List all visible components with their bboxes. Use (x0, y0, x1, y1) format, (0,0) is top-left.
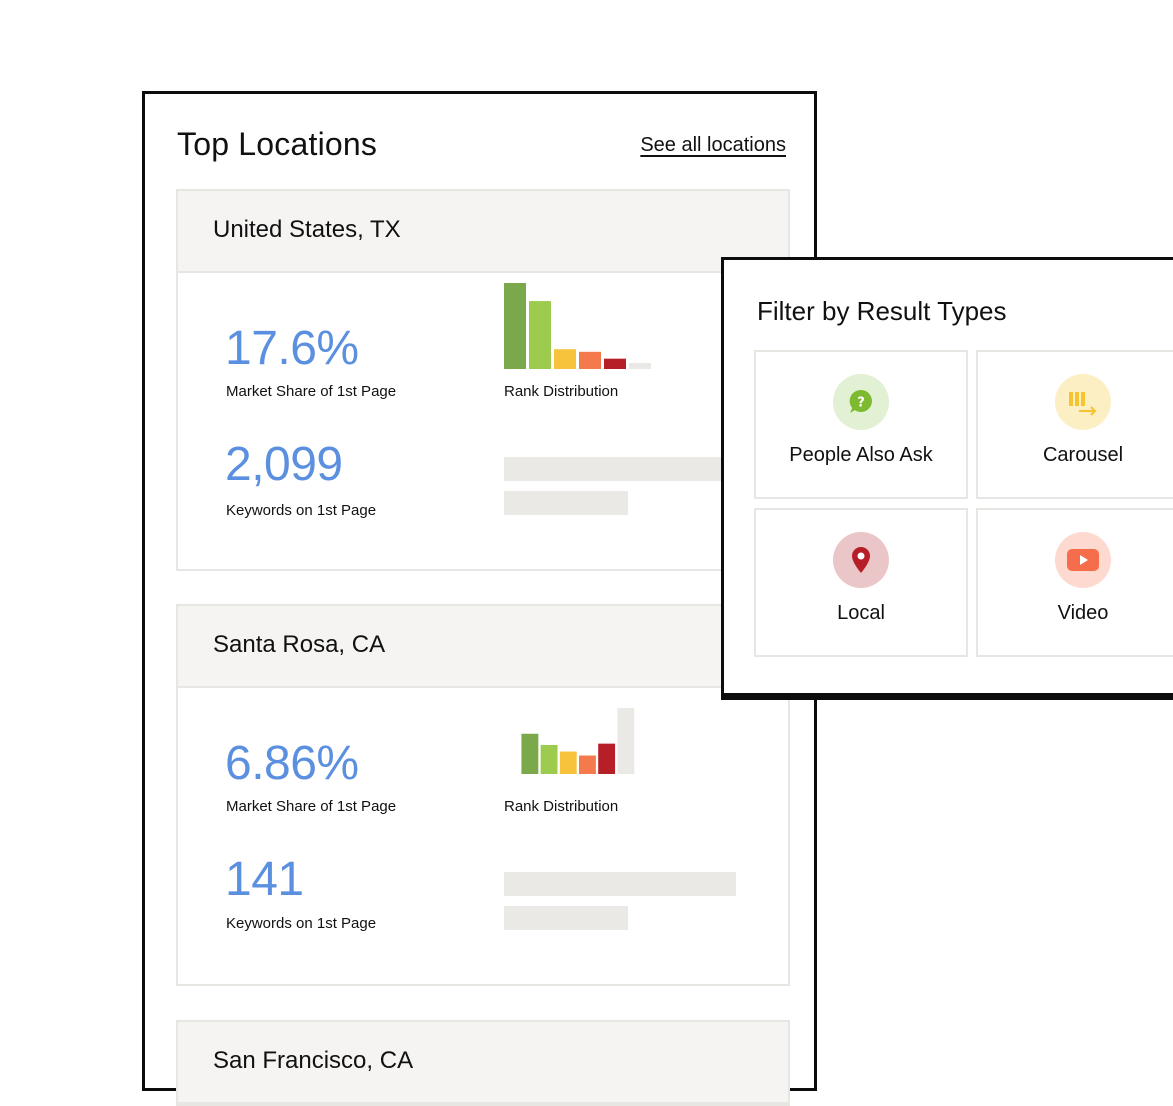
filter-label: People Also Ask (789, 444, 933, 466)
market-share-label: Market Share of 1st Page (226, 383, 397, 400)
placeholder-bar (504, 872, 736, 896)
location-header: United States, TX (178, 191, 788, 273)
see-all-locations-link[interactable]: See all locations (640, 134, 786, 156)
market-share-value: 17.6% (225, 322, 359, 375)
location-name: United States, TX (213, 216, 401, 243)
top-locations-panel: Top Locations See all locations United S… (142, 91, 817, 1106)
rank-distribution-chart (521, 708, 635, 774)
rank-bar-6 (629, 362, 651, 369)
map-pin-icon (833, 532, 889, 588)
filter-label: Carousel (1042, 444, 1124, 466)
location-card[interactable]: Santa Rosa, CA 6.86% Market Share of 1st… (176, 604, 790, 986)
filter-video[interactable]: Video (976, 508, 1173, 657)
rank-bar-4 (579, 755, 596, 774)
video-play-icon (1055, 532, 1111, 588)
placeholder-bar (504, 491, 628, 515)
placeholder-bar (504, 906, 628, 930)
rank-bar-1 (504, 283, 526, 369)
location-header: San Francisco, CA (178, 1022, 788, 1104)
rank-bar-5 (604, 358, 626, 369)
question-bubble-icon: ? (833, 374, 889, 430)
rank-bar-5 (598, 743, 616, 774)
filter-label: Video (1057, 602, 1109, 624)
rank-bar-2 (529, 301, 551, 369)
rank-bar-3 (554, 349, 576, 369)
keywords-label: Keywords on 1st Page (226, 915, 377, 932)
rank-distribution-label: Rank Distribution (504, 798, 619, 815)
location-body: 6.86% Market Share of 1st Page Rank Dist… (178, 688, 788, 984)
market-share-value: 6.86% (225, 737, 359, 790)
rank-distribution-label: Rank Distribution (504, 383, 619, 400)
rank-distribution-chart (504, 283, 651, 369)
market-share-label: Market Share of 1st Page (226, 798, 397, 815)
filter-carousel[interactable]: Carousel (976, 350, 1173, 499)
keywords-label: Keywords on 1st Page (226, 502, 377, 519)
keywords-value: 2,099 (225, 438, 343, 491)
panel-title: Top Locations (177, 126, 378, 162)
location-name: San Francisco, CA (213, 1047, 414, 1074)
rank-bar-2 (540, 744, 558, 774)
filter-people-also-ask[interactable]: ? People Also Ask (754, 350, 968, 499)
location-card[interactable]: San Francisco, CA (176, 1020, 790, 1106)
filter-result-types-panel: Filter by Result Types ? People Also Ask… (721, 257, 1173, 700)
keywords-value: 141 (225, 853, 304, 906)
filter-title: Filter by Result Types (757, 296, 1007, 326)
location-name: Santa Rosa, CA (213, 631, 386, 658)
rank-bar-4 (579, 351, 601, 369)
location-header: Santa Rosa, CA (178, 606, 788, 688)
filter-label: Local (837, 602, 885, 624)
svg-text:?: ? (857, 396, 865, 411)
rank-bar-1 (521, 733, 539, 774)
filter-local[interactable]: Local (754, 508, 968, 657)
placeholder-bar (504, 457, 736, 481)
location-body: 17.6% Market Share of 1st Page Rank Dist… (178, 273, 788, 569)
rank-bar-6 (617, 708, 635, 774)
carousel-icon (1055, 374, 1111, 430)
rank-bar-3 (559, 751, 577, 774)
location-card[interactable]: United States, TX 17.6% Market Share of … (176, 189, 790, 571)
